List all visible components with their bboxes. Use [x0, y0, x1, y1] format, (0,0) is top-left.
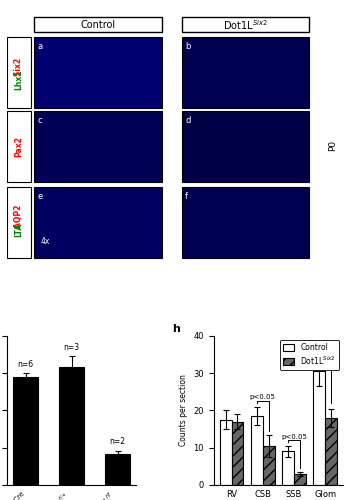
Text: Dot1L$^{Six2}$: Dot1L$^{Six2}$	[223, 18, 268, 32]
Bar	[105, 454, 130, 485]
Text: e: e	[37, 192, 42, 201]
Text: c: c	[37, 116, 42, 125]
Bar	[59, 368, 84, 485]
Text: n=3: n=3	[64, 342, 80, 351]
Bar	[313, 372, 325, 485]
Bar	[263, 446, 275, 485]
FancyBboxPatch shape	[7, 37, 30, 109]
Text: n=6: n=6	[18, 360, 34, 368]
Bar	[13, 377, 38, 485]
FancyBboxPatch shape	[7, 187, 30, 258]
Text: P0: P0	[328, 140, 337, 151]
FancyBboxPatch shape	[34, 37, 162, 109]
FancyBboxPatch shape	[182, 111, 309, 182]
Text: p<0.05: p<0.05	[250, 394, 276, 400]
Legend: Control, Dot1L$^{Six2}$: Control, Dot1L$^{Six2}$	[280, 340, 339, 370]
Bar	[231, 422, 243, 485]
FancyBboxPatch shape	[34, 111, 162, 182]
Text: f: f	[185, 192, 188, 201]
Text: Pax2: Pax2	[14, 136, 23, 157]
FancyBboxPatch shape	[7, 111, 30, 182]
Text: n=2: n=2	[110, 437, 126, 446]
FancyBboxPatch shape	[34, 187, 162, 258]
Y-axis label: Counts per section: Counts per section	[179, 374, 188, 446]
Text: Six2: Six2	[14, 55, 23, 76]
Bar	[294, 474, 306, 485]
Text: Lhx1: Lhx1	[14, 70, 23, 90]
Text: Control: Control	[80, 20, 115, 30]
Text: h: h	[173, 324, 180, 334]
Text: 4x: 4x	[41, 237, 50, 246]
Text: d: d	[185, 116, 190, 125]
Text: LTA: LTA	[14, 223, 23, 238]
FancyBboxPatch shape	[182, 18, 309, 32]
FancyBboxPatch shape	[34, 18, 162, 32]
Text: a: a	[37, 42, 42, 51]
Text: b: b	[185, 42, 190, 51]
Text: p<0.05: p<0.05	[281, 434, 307, 440]
Bar	[282, 452, 294, 485]
Bar	[325, 418, 337, 485]
Bar	[251, 416, 263, 485]
FancyBboxPatch shape	[182, 37, 309, 109]
Text: p<0.05: p<0.05	[312, 342, 338, 348]
Bar	[220, 420, 231, 485]
FancyBboxPatch shape	[182, 187, 309, 258]
Text: AQP2: AQP2	[14, 202, 23, 228]
